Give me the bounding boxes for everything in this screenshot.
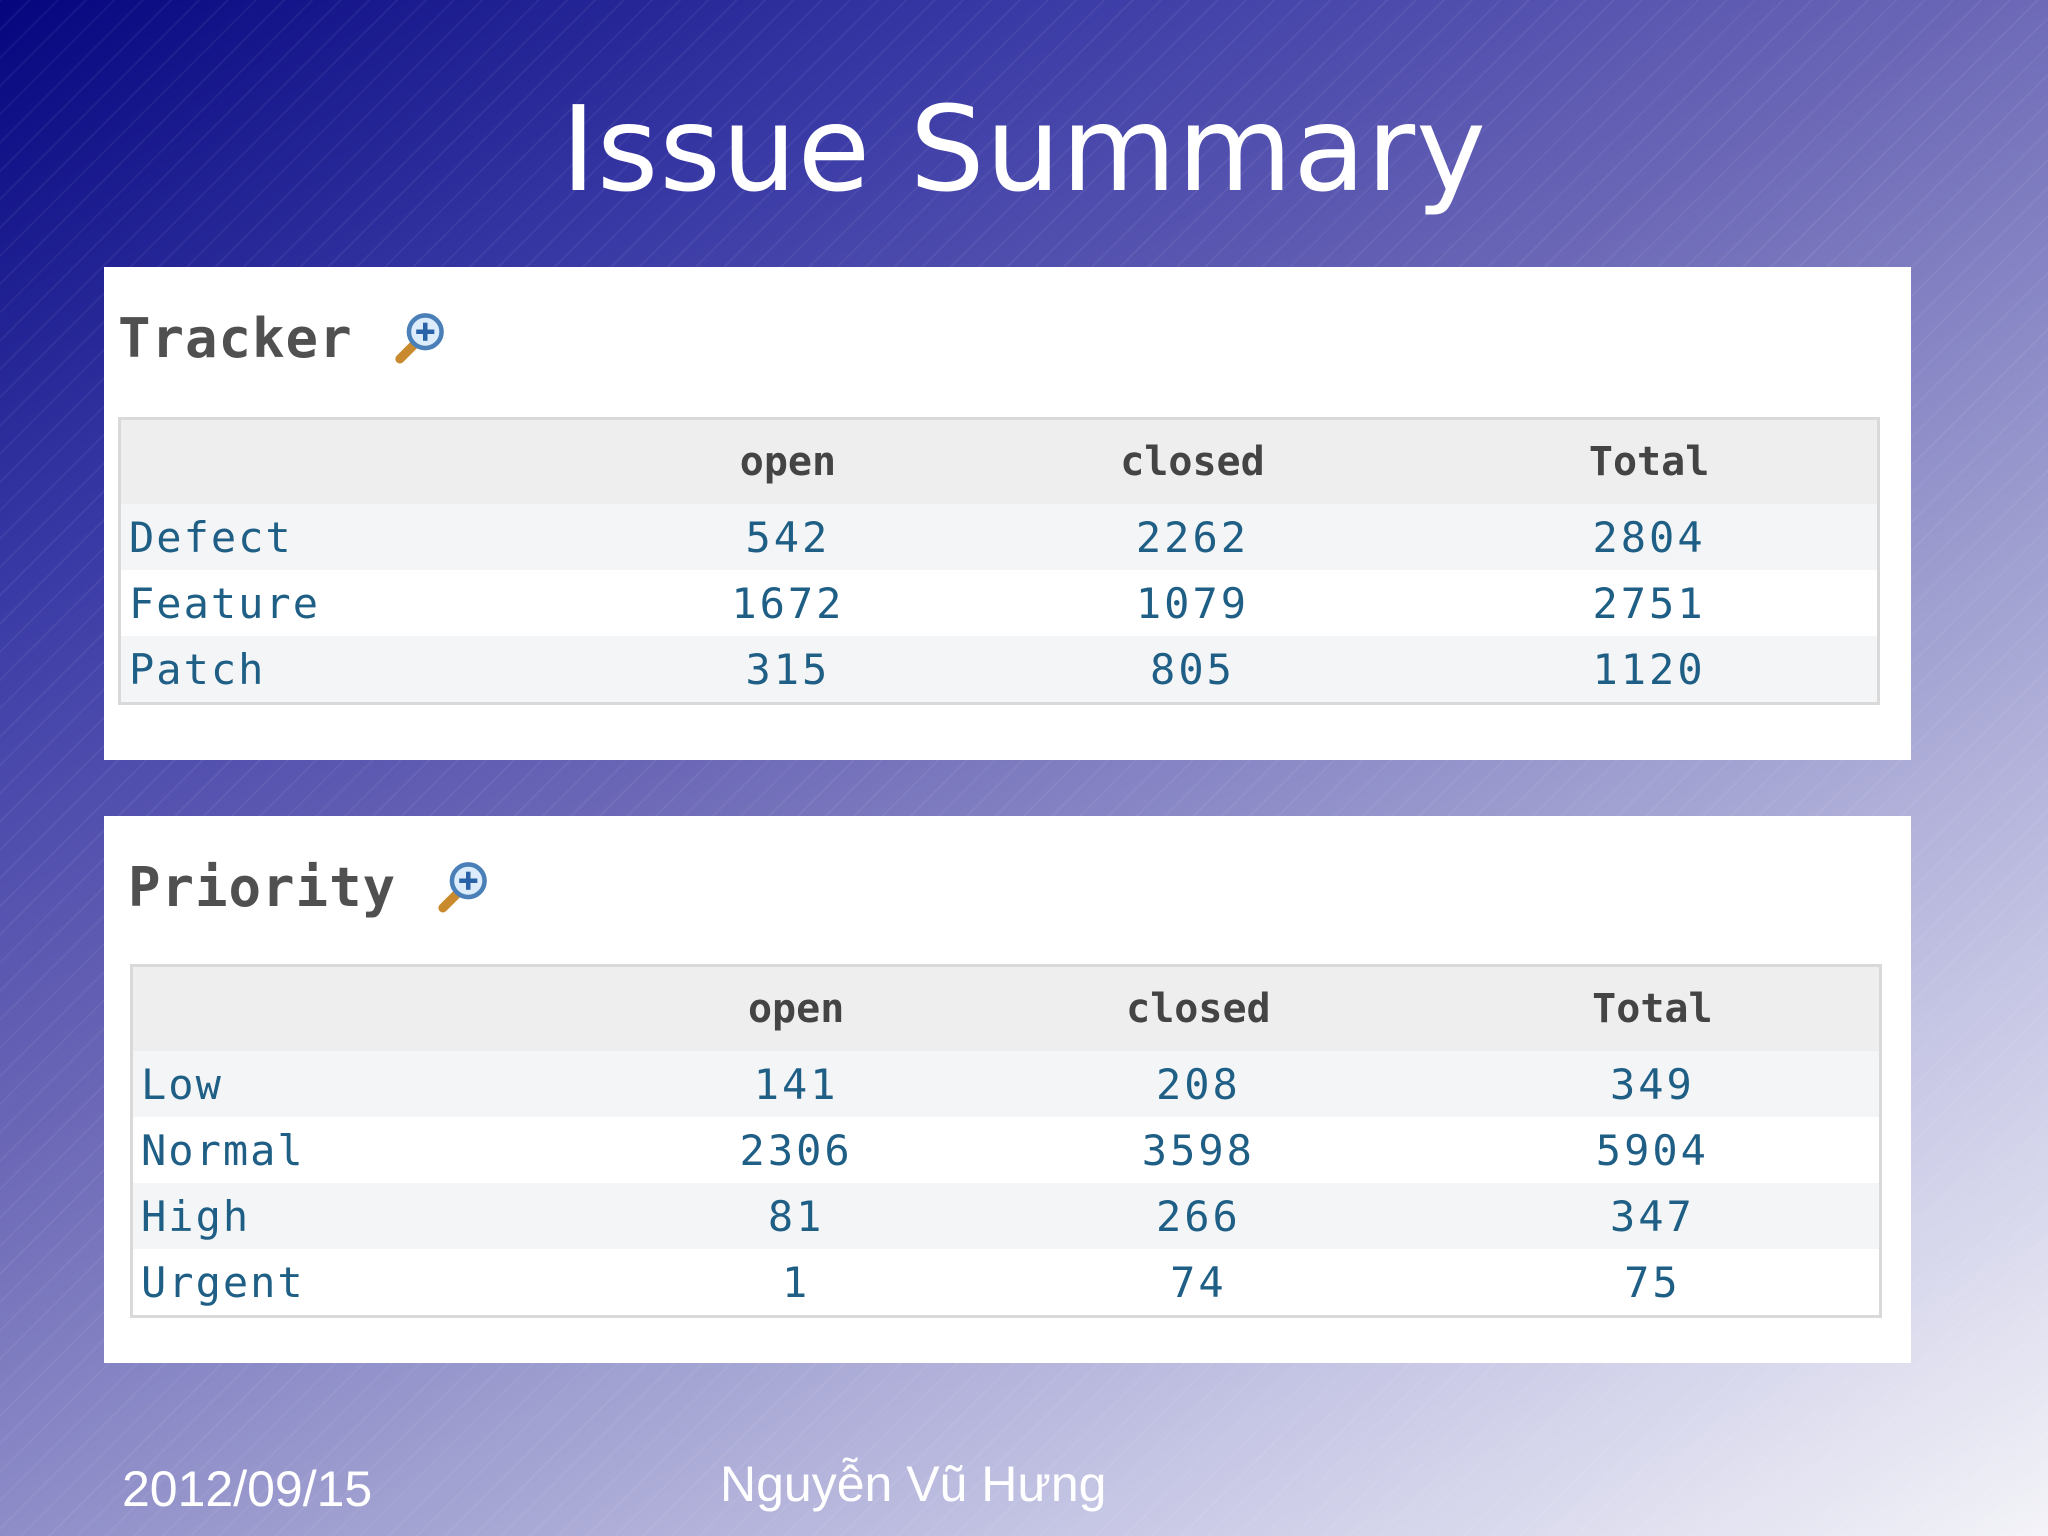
row-label-link[interactable]: Defect — [119, 504, 613, 570]
table-header-row: open closed Total — [131, 965, 1881, 1051]
priority-header: Priority — [128, 856, 490, 919]
tracker-panel: Tracker open closed Total Defect 542 226… — [104, 267, 1911, 760]
zoom-icon[interactable] — [432, 859, 490, 917]
total-count-link[interactable]: 1120 — [1421, 636, 1879, 704]
total-count-link[interactable]: 2804 — [1421, 504, 1879, 570]
table-row: Normal 2306 3598 5904 — [131, 1117, 1881, 1183]
open-count-link[interactable]: 542 — [612, 504, 964, 570]
priority-panel: Priority open closed Total Low 141 208 3… — [104, 816, 1911, 1363]
priority-heading: Priority — [128, 856, 397, 919]
table-row: High 81 266 347 — [131, 1183, 1881, 1249]
column-header-total: Total — [1425, 965, 1881, 1051]
slide-title: Issue Summary — [561, 80, 1487, 218]
row-label-link[interactable]: Patch — [119, 636, 613, 704]
open-count-link[interactable]: 315 — [612, 636, 964, 704]
table-header-row: open closed Total — [119, 418, 1879, 504]
row-label-link[interactable]: High — [131, 1183, 622, 1249]
footer-author: Nguyễn Vũ Hưng — [720, 1456, 1107, 1512]
column-header-total: Total — [1421, 418, 1879, 504]
priority-table: open closed Total Low 141 208 349 Normal… — [130, 964, 1882, 1318]
table-row: Low 141 208 349 — [131, 1051, 1881, 1117]
open-count-link[interactable]: 2306 — [621, 1117, 972, 1183]
table-row: Feature 1672 1079 2751 — [119, 570, 1879, 636]
column-header-open: open — [621, 965, 972, 1051]
open-count-link[interactable]: 81 — [621, 1183, 972, 1249]
total-count-link[interactable]: 2751 — [1421, 570, 1879, 636]
row-label-link[interactable]: Feature — [119, 570, 613, 636]
row-label-link[interactable]: Low — [131, 1051, 622, 1117]
table-row: Urgent 1 74 75 — [131, 1249, 1881, 1317]
column-header-label — [131, 965, 622, 1051]
row-label-link[interactable]: Normal — [131, 1117, 622, 1183]
closed-count-link[interactable]: 74 — [971, 1249, 1426, 1317]
column-header-closed: closed — [971, 965, 1426, 1051]
zoom-icon[interactable] — [389, 310, 447, 368]
column-header-closed: closed — [963, 418, 1422, 504]
row-label-link[interactable]: Urgent — [131, 1249, 622, 1317]
closed-count-link[interactable]: 266 — [971, 1183, 1426, 1249]
table-row: Defect 542 2262 2804 — [119, 504, 1879, 570]
tracker-header: Tracker — [118, 307, 447, 370]
table-row: Patch 315 805 1120 — [119, 636, 1879, 704]
closed-count-link[interactable]: 1079 — [963, 570, 1422, 636]
tracker-table: open closed Total Defect 542 2262 2804 F… — [118, 417, 1880, 705]
closed-count-link[interactable]: 2262 — [963, 504, 1422, 570]
open-count-link[interactable]: 141 — [621, 1051, 972, 1117]
column-header-label — [119, 418, 613, 504]
total-count-link[interactable]: 347 — [1425, 1183, 1881, 1249]
total-count-link[interactable]: 349 — [1425, 1051, 1881, 1117]
closed-count-link[interactable]: 805 — [963, 636, 1422, 704]
total-count-link[interactable]: 5904 — [1425, 1117, 1881, 1183]
column-header-open: open — [612, 418, 964, 504]
closed-count-link[interactable]: 208 — [971, 1051, 1426, 1117]
open-count-link[interactable]: 1672 — [612, 570, 964, 636]
footer-date: 2012/09/15 — [122, 1461, 373, 1517]
total-count-link[interactable]: 75 — [1425, 1249, 1881, 1317]
closed-count-link[interactable]: 3598 — [971, 1117, 1426, 1183]
open-count-link[interactable]: 1 — [621, 1249, 972, 1317]
tracker-heading: Tracker — [118, 307, 353, 370]
